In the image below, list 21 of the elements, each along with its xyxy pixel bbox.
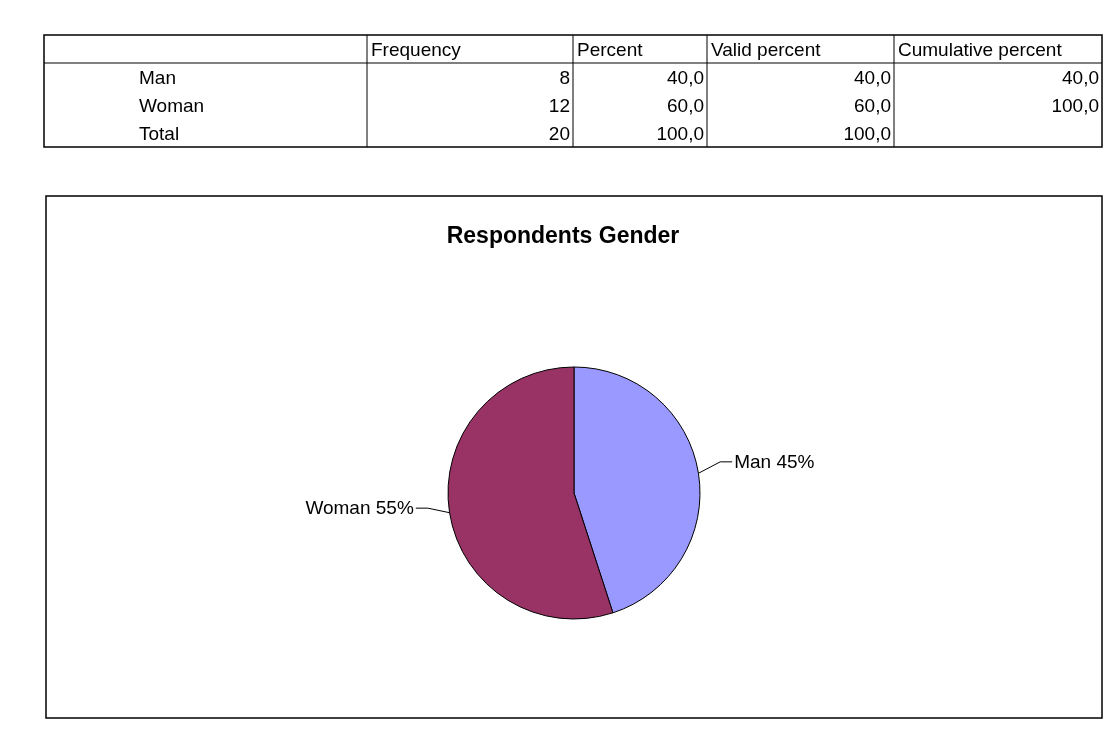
data-label: 100,0 bbox=[1051, 95, 1099, 116]
data-label: 100,0 bbox=[656, 123, 704, 144]
text: Percent bbox=[577, 39, 644, 60]
data-label: 100,0 bbox=[843, 123, 891, 144]
data-label: 20 bbox=[548, 123, 570, 144]
category-label: Woman bbox=[139, 95, 205, 116]
slice-label: Man 45% bbox=[734, 450, 815, 472]
category-label: Total bbox=[139, 123, 180, 144]
chart-title: Respondents Gender bbox=[446, 222, 680, 248]
data-label: 40,0 bbox=[1062, 67, 1099, 88]
data-label: 40,0 bbox=[667, 67, 704, 88]
category-label: Man bbox=[139, 67, 176, 88]
data-label: 60,0 bbox=[854, 95, 891, 116]
text: Frequency bbox=[371, 39, 462, 60]
data-label: 8 bbox=[559, 67, 570, 88]
text: Cumulative percent bbox=[898, 39, 1063, 60]
data-label: 40,0 bbox=[854, 67, 891, 88]
data-label: 60,0 bbox=[667, 95, 704, 116]
slice-label: Woman 55% bbox=[305, 497, 414, 519]
data-label: 12 bbox=[548, 95, 570, 116]
text: Valid percent bbox=[711, 39, 822, 60]
